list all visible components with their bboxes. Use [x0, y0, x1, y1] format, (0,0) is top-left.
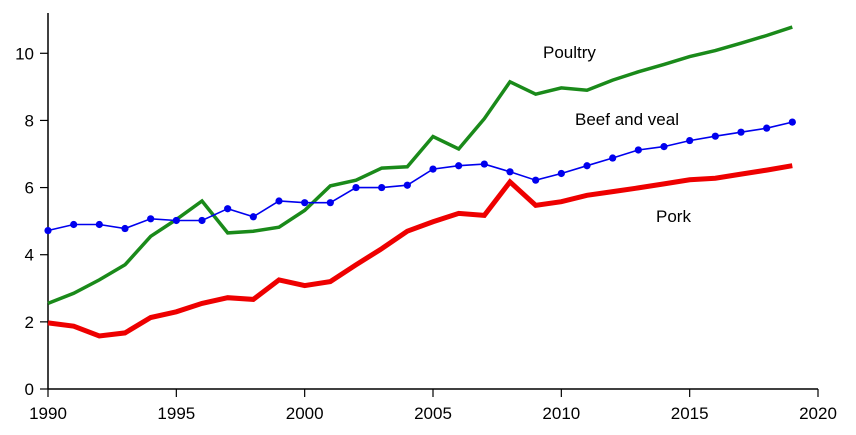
beef-and-veal-point	[326, 199, 334, 207]
beef-and-veal-point	[172, 216, 180, 225]
pork-line	[47, 163, 793, 339]
x-tick-label: 2005	[414, 404, 452, 423]
poultry-line	[47, 25, 793, 306]
beef-and-veal-point	[686, 136, 694, 145]
beef-and-veal-point	[429, 165, 437, 173]
beef-and-veal-point	[583, 162, 591, 170]
beef-and-veal-point	[147, 215, 155, 223]
beef-and-veal-point	[198, 216, 206, 225]
tick-labels: 0 2 4 6 8 10 1990 1995 2000 2005 2010 2015 2020	[15, 44, 837, 423]
pork-label: Pork	[656, 207, 691, 226]
beef-and-veal-point	[301, 199, 309, 207]
beef-and-veal-point	[788, 118, 796, 126]
y-tick-label: 6	[25, 179, 34, 198]
beef-and-veal-point	[352, 183, 360, 192]
beef-and-veal-point	[95, 220, 103, 229]
poultry-label: Poultry	[543, 43, 596, 62]
series-labels: Poultry Beef and veal Pork	[543, 43, 691, 226]
beef-and-veal-point	[711, 132, 719, 140]
beef-and-veal-point	[249, 213, 257, 221]
beef-and-veal-point	[224, 205, 232, 213]
y-tick-label: 4	[25, 246, 34, 265]
x-tick-label: 2010	[542, 404, 580, 423]
beef-and-veal-point	[70, 220, 78, 229]
x-tick-label: 2020	[799, 404, 837, 423]
y-tick-label: 8	[25, 111, 34, 130]
y-tick-label: 0	[25, 380, 34, 399]
y-tick-label: 10	[15, 44, 34, 63]
x-tick-label: 2015	[671, 404, 709, 423]
x-tick-label: 2000	[286, 404, 324, 423]
beef-and-veal-point	[121, 224, 129, 233]
beef-and-veal-point	[506, 168, 514, 176]
beef-and-veal-point	[455, 162, 463, 170]
beef-and-veal-point	[737, 128, 745, 136]
beef-and-veal-point	[480, 160, 488, 168]
beef-and-veal-point	[609, 154, 617, 162]
beef-and-veal-label: Beef and veal	[575, 110, 679, 129]
beef-and-veal-point	[378, 183, 386, 192]
series-lines	[44, 25, 796, 339]
x-tick-label: 1990	[29, 404, 67, 423]
beef-and-veal-point	[660, 143, 668, 151]
beef-and-veal-line	[47, 121, 793, 232]
beef-and-veal-point	[44, 226, 52, 235]
beef-and-veal-point	[763, 124, 771, 132]
beef-and-veal-point	[532, 176, 540, 184]
beef-and-veal-point	[275, 197, 283, 205]
beef-and-veal-point	[634, 146, 642, 154]
x-tick-label: 1995	[157, 404, 195, 423]
beef-and-veal-point	[557, 169, 565, 178]
beef-and-veal-point	[403, 181, 411, 189]
y-tick-label: 2	[25, 313, 34, 332]
axes	[40, 13, 819, 397]
